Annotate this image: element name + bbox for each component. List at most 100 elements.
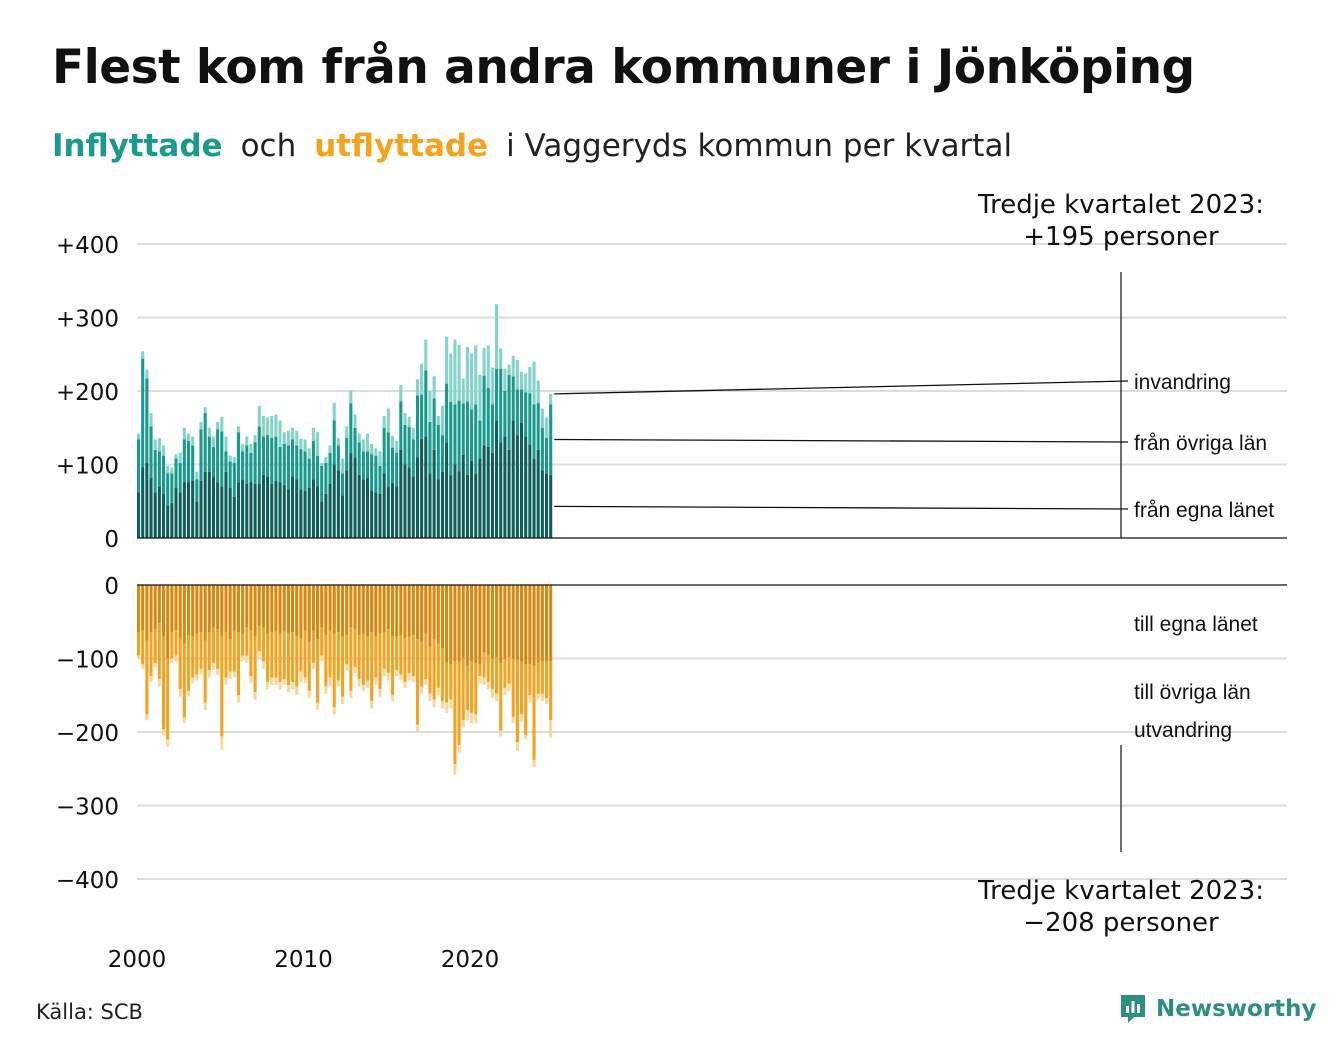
bar-out-1-26 [245,627,249,656]
bar-out-1-57 [374,636,378,678]
bar-in-0-89 [507,449,511,538]
bar-in-0-51 [349,453,353,538]
bar-out-1-68 [420,642,424,687]
bar-in-2-63 [399,385,403,402]
bar-out-0-17 [207,585,211,633]
bar-out-1-84 [486,655,490,683]
bar-out-2-98 [544,698,549,705]
bar-in-1-69 [424,370,428,437]
bar-in-2-10 [178,452,182,464]
y-tick-labels: 0 +100 +200 +300 +400 0 −100 −200 −300 −400 [56,233,119,894]
bar-in-0-91 [515,435,519,538]
bar-in-1-68 [420,394,424,439]
bar-out-0-14 [195,585,199,634]
bar-out-1-98 [544,661,549,699]
bar-in-0-68 [420,438,424,538]
bar-out-0-44 [320,585,324,628]
bar-out-1-80 [470,661,474,713]
bar-in-0-45 [324,493,328,538]
bar-in-0-93 [524,436,528,538]
bar-out-2-47 [332,707,336,715]
bar-in-1-63 [399,401,403,450]
bar-out-2-16 [203,702,207,710]
bar-out-2-86 [495,693,499,702]
bar-in-2-4 [153,439,157,450]
bar-in-2-59 [382,415,386,428]
bar-out-0-41 [307,585,311,643]
bar-out-1-91 [515,659,519,743]
x-tick-label: 2000 [108,947,167,973]
bar-in-1-19 [216,429,220,483]
bar-out-0-54 [361,585,365,634]
bar-in-0-21 [224,471,228,538]
bar-in-0-90 [511,420,515,538]
bar-in-1-58 [378,465,382,494]
bar-in-1-37 [291,439,295,477]
bar-out-0-38 [295,585,299,637]
bar-in-0-1 [141,467,145,538]
bar-in-2-95 [532,361,536,405]
bar-out-1-76 [453,661,457,765]
bar-out-1-82 [478,664,482,677]
bar-in-1-43 [316,455,320,487]
bar-out-0-3 [149,585,153,633]
bar-out-2-23 [232,671,236,678]
bar-in-2-30 [261,415,265,437]
subtitle-och: och [240,128,297,164]
bar-in-0-54 [361,479,365,538]
bar-out-1-87 [499,662,503,731]
bar-in-2-15 [199,421,203,430]
bar-in-1-42 [311,440,315,480]
bar-out-0-29 [257,585,261,627]
bar-out-0-91 [515,585,519,660]
bar-in-2-0 [137,433,141,440]
bar-in-2-51 [349,390,353,404]
bar-in-1-90 [511,376,515,421]
bar-out-1-54 [361,633,365,685]
bar-out-2-25 [241,655,245,662]
newsworthy-icon [1121,995,1145,1023]
bar-out-1-44 [320,627,324,656]
bar-out-0-81 [474,585,478,663]
bar-in-1-44 [320,465,324,502]
bar-in-2-20 [220,416,224,432]
bar-in-1-74 [445,383,449,443]
bar-out-0-50 [345,585,349,635]
bar-in-0-40 [303,490,307,538]
bar-in-0-78 [461,454,465,538]
bar-in-0-74 [445,442,449,538]
bar-out-1-59 [382,632,386,669]
bar-in-1-5 [157,451,161,487]
bar-out-0-11 [182,585,186,644]
bar-in-2-22 [228,455,232,462]
bar-out-0-93 [524,585,528,665]
bar-out-0-97 [540,585,544,662]
bar-in-0-10 [178,492,182,538]
bar-out-2-15 [199,668,203,675]
bar-in-0-71 [432,449,436,538]
bar-in-2-39 [299,438,303,450]
bar-in-0-30 [261,474,265,538]
bar-in-2-5 [157,438,161,452]
bar-out-1-5 [157,623,161,680]
label-pointer [554,505,1129,510]
bar-out-1-40 [303,630,307,678]
bar-in-0-56 [370,490,374,538]
bar-in-2-48 [336,438,340,446]
bar-out-2-45 [324,686,328,694]
bar-in-1-30 [261,436,265,475]
bar-out-2-58 [378,689,382,697]
bar-in-2-76 [453,339,457,405]
bar-out-0-86 [495,585,499,658]
bar-in-0-23 [232,496,236,538]
bar-out-2-3 [149,676,153,683]
bar-out-2-0 [137,655,141,659]
bar-in-2-81 [474,345,478,405]
bar-in-1-27 [249,452,253,483]
annotation-bottom-line1: Tredje kvartalet 2023: [977,876,1264,906]
bar-out-1-3 [149,632,153,677]
bar-out-0-94 [528,585,532,665]
bar-out-2-2 [145,714,149,721]
bar-out-1-29 [257,626,261,652]
bar-out-2-93 [524,734,528,740]
